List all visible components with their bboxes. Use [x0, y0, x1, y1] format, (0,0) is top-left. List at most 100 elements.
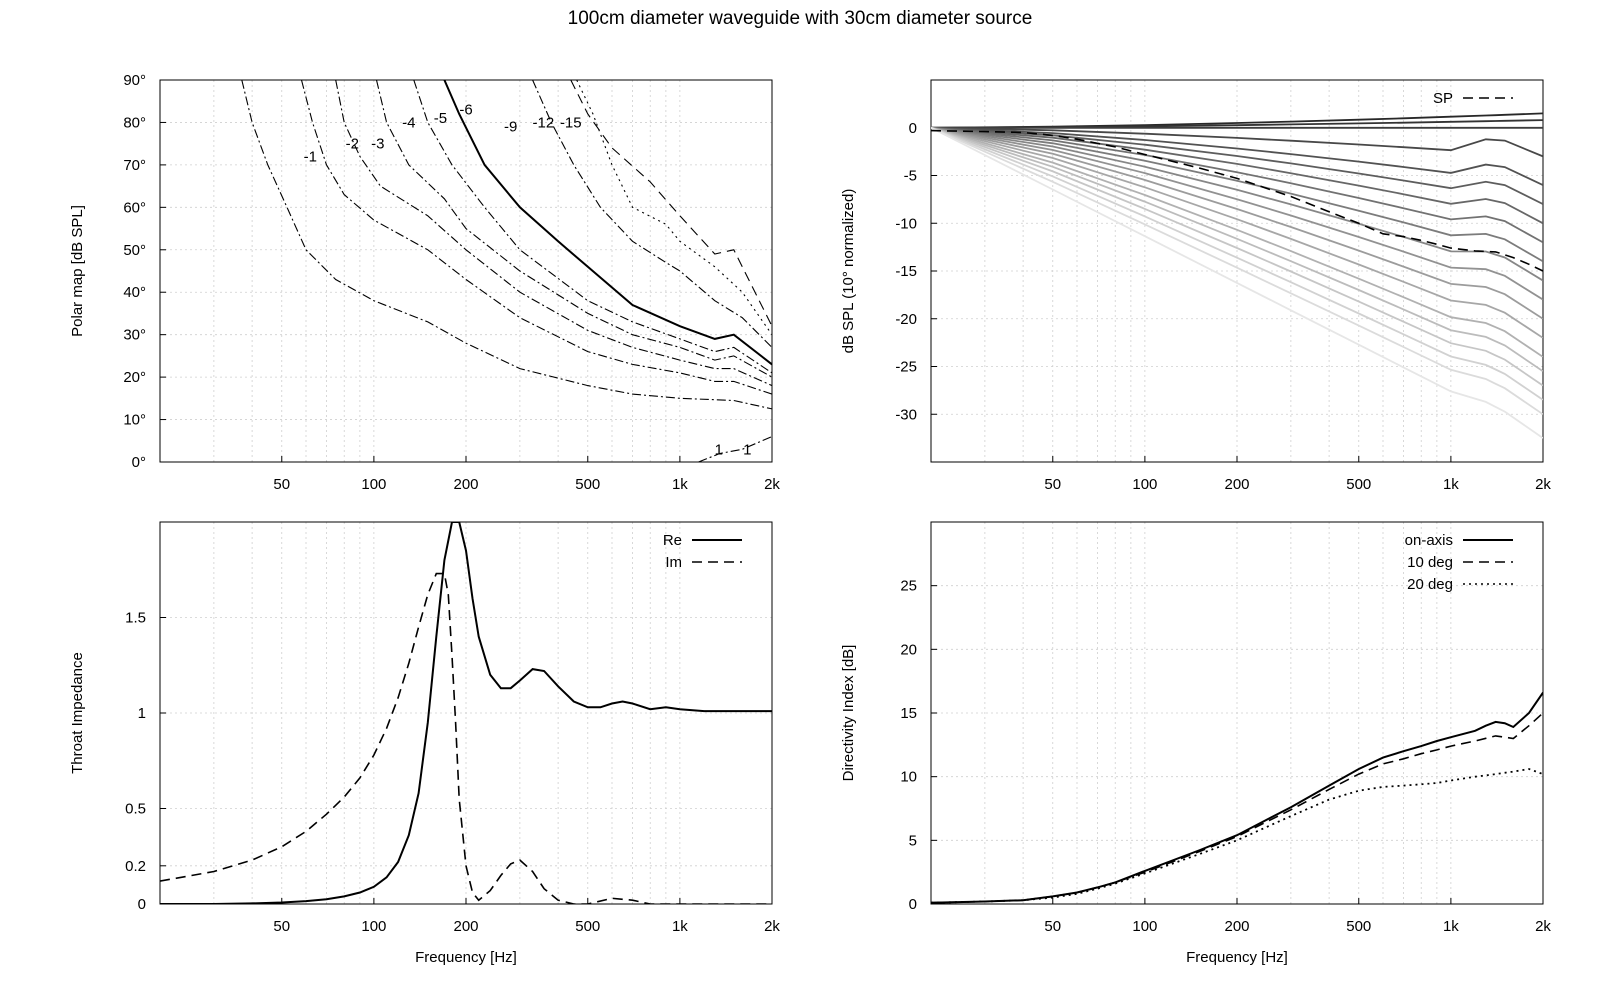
chart-polar-map: 0° 10° 20° 30° 40° 50° 60° 70° 80° 90° 50 100 200 500… [69, 72, 780, 493]
y-tick-label: 50° [123, 242, 146, 259]
y-axis-label: Directivity Index [dB] [840, 645, 857, 782]
series-line [160, 522, 772, 904]
y-tick-label: 20 [900, 641, 917, 658]
angle-curve [931, 126, 1543, 186]
contour-label: 1 [743, 441, 751, 458]
angle-curve [931, 126, 1543, 301]
x-tick-label: 2k [1535, 476, 1551, 493]
y-tick-label: 0.2 [125, 858, 146, 875]
angle-curve [931, 126, 1543, 225]
contour-label: -1 [304, 148, 317, 165]
y-tick-label: -15 [895, 263, 917, 280]
angle-curve [931, 126, 1543, 158]
contour-line [375, 80, 772, 378]
y-tick-label: 40° [123, 284, 146, 301]
x-tick-label: 50 [273, 476, 290, 493]
x-tick-label: 2k [764, 476, 780, 493]
contour-label: -12 [533, 114, 555, 131]
contour-line [241, 80, 772, 410]
contour-line [576, 80, 772, 336]
y-tick-label: 0 [909, 120, 917, 137]
chart-directivity: 0 5 10 15 20 25 50 100 200 500 1k 2k Directivity Ind… [840, 521, 1551, 966]
angle-curve [931, 126, 1543, 373]
y-tick-label: 90° [123, 72, 146, 89]
chart-impedance: 0 0.2 0.5 1 1.5 50 100 200 500 1k 2k Throat Impedan… [69, 521, 780, 966]
y-tick-label: -5 [904, 168, 917, 185]
plot-area [931, 112, 1543, 439]
y-tick-label: 0 [909, 896, 917, 913]
x-tick-label: 50 [273, 918, 290, 935]
plot-frame [930, 521, 1544, 905]
plot-area [931, 692, 1543, 904]
contour-label: -6 [459, 102, 472, 119]
x-tick-label: 500 [575, 918, 600, 935]
contour-label: -15 [560, 114, 582, 131]
legend-label: on-axis [1405, 532, 1453, 549]
legend-label: Re [663, 532, 682, 549]
y-tick-label: 5 [909, 832, 917, 849]
contour-label: -3 [371, 136, 384, 153]
angle-curve [931, 112, 1543, 129]
x-tick-label: 50 [1044, 476, 1061, 493]
x-tick-label: 100 [361, 918, 386, 935]
x-tick-label: 50 [1044, 918, 1061, 935]
plot-frame [159, 521, 773, 905]
y-tick-label: -25 [895, 359, 917, 376]
y-tick-label: 0° [132, 454, 146, 471]
y-tick-label: 15 [900, 705, 917, 722]
angle-curve [931, 126, 1543, 339]
y-tick-label: 80° [123, 114, 146, 131]
x-tick-label: 100 [361, 476, 386, 493]
chart-spl: 0 -5 -10 -15 -20 -25 -30 50 100 200 500 1k 2k dB SPL … [840, 79, 1551, 493]
x-tick-label: 500 [575, 476, 600, 493]
x-tick-label: 200 [1224, 918, 1249, 935]
series-line [931, 712, 1543, 904]
x-tick-label: 100 [1132, 476, 1157, 493]
contour-label: -4 [402, 114, 415, 131]
y-tick-label: -10 [895, 215, 917, 232]
contour-label: -2 [346, 136, 359, 153]
angle-curve [931, 126, 1543, 401]
x-tick-label: 2k [764, 918, 780, 935]
y-axis-label: Polar map [dB SPL] [69, 205, 86, 337]
angle-curve [931, 126, 1543, 263]
x-axis-label: Frequency [Hz] [1186, 949, 1288, 966]
plot-frame [159, 79, 773, 463]
y-axis-label: Throat Impedance [69, 652, 86, 774]
contour-line [570, 80, 772, 327]
angle-curve [931, 119, 1543, 129]
y-tick-label: 1 [138, 705, 146, 722]
x-tick-label: 100 [1132, 918, 1157, 935]
y-tick-label: 30° [123, 327, 146, 344]
x-tick-label: 1k [672, 476, 688, 493]
x-tick-label: 500 [1346, 476, 1371, 493]
plot-area [160, 522, 772, 904]
y-tick-label: -30 [895, 406, 917, 423]
legend-label: Im [665, 554, 682, 571]
x-tick-label: 200 [453, 918, 478, 935]
legend-label: SP [1433, 90, 1453, 107]
legend-label: 10 deg [1407, 554, 1453, 571]
contour-line [698, 435, 772, 462]
angle-curve [931, 126, 1543, 244]
y-tick-label: 0 [138, 896, 146, 913]
y-tick-label: -20 [895, 311, 917, 328]
y-tick-label: 70° [123, 157, 146, 174]
contour-line [532, 80, 772, 348]
contour-line [443, 80, 772, 366]
legend-label: 20 deg [1407, 576, 1453, 593]
angle-curve [931, 126, 1543, 439]
x-tick-label: 1k [1443, 476, 1459, 493]
x-tick-label: 1k [1443, 918, 1459, 935]
series-line [931, 129, 1543, 272]
x-tick-label: 500 [1346, 918, 1371, 935]
angle-curve [931, 126, 1543, 282]
contour-label: 1 [715, 441, 723, 458]
angle-curve [931, 126, 1543, 387]
plot-area [241, 80, 772, 462]
angle-curve [931, 126, 1543, 320]
y-tick-label: 10° [123, 412, 146, 429]
contour-line [413, 80, 772, 374]
y-axis-label: dB SPL (10° normalized) [840, 189, 857, 354]
contour-label: -9 [504, 119, 517, 136]
